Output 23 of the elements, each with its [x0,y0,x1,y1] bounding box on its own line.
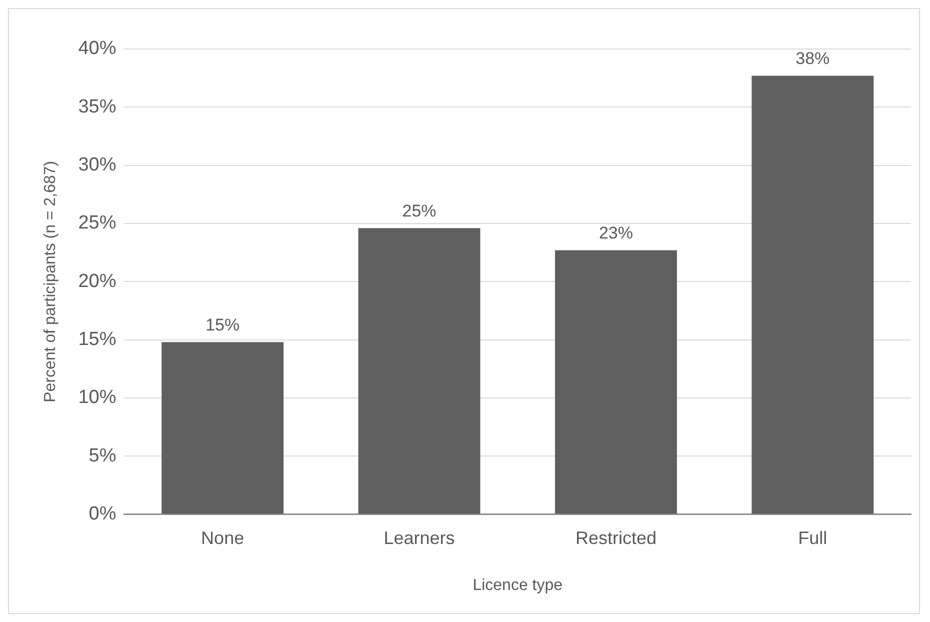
y-axis-title: Percent of participants (n = 2,687) [42,160,60,402]
bar [554,250,677,514]
y-tick-label: 35% [78,96,116,118]
y-tick-label: 10% [78,387,116,408]
y-tick-label: 0% [88,503,116,524]
x-axis-title: Licence type [472,576,563,594]
bar [162,342,284,514]
y-tick-label: 40% [78,38,116,60]
y-tick-label: 5% [88,445,116,466]
data-label: 38% [796,48,830,68]
data-label: 25% [402,201,436,220]
y-tick-label: 15% [78,328,116,350]
y-tick-label: 30% [78,154,116,176]
x-tick-label: Restricted [575,528,656,548]
data-label: 23% [598,223,633,242]
x-tick-label: Full [798,528,828,548]
x-tick-label: None [201,528,244,548]
y-tick-label: 25% [78,212,116,234]
data-label: 15% [206,315,240,334]
bar [752,76,874,514]
x-tick-label: Learners [384,528,455,548]
y-tick-label: 20% [78,270,116,292]
bar [358,228,480,514]
